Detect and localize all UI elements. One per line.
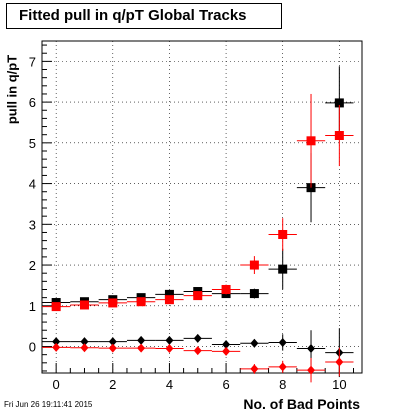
y-tick-label: 6 <box>29 95 36 110</box>
data-point-diamond <box>137 343 146 353</box>
data-point-diamond <box>52 342 61 352</box>
data-point-diamond <box>250 364 259 374</box>
y-tick-label: 7 <box>29 54 36 69</box>
data-point-diamond <box>222 339 231 349</box>
chart-title: Fitted pull in q/pT Global Tracks <box>6 3 282 29</box>
y-tick-label: 5 <box>29 136 36 151</box>
y-axis-title-wrap: pull in q/pT <box>2 46 22 136</box>
timestamp: Fri Jun 26 19:11:41 2015 <box>4 400 93 409</box>
data-point-diamond <box>108 337 117 347</box>
plot-frame <box>41 40 363 374</box>
x-tick-label: 8 <box>279 377 286 392</box>
x-tick-label: 2 <box>109 377 116 392</box>
data-point-diamond <box>80 343 89 353</box>
data-point-diamond <box>278 337 287 347</box>
x-tick-label: 6 <box>222 377 229 392</box>
data-point-square <box>334 131 344 141</box>
y-tick-label: 1 <box>29 299 36 314</box>
data-point-square <box>278 229 288 239</box>
data-point-square <box>51 302 61 312</box>
data-point-diamond <box>307 365 316 375</box>
data-point-square <box>249 260 259 270</box>
y-axis-title: pull in q/pT <box>4 54 20 125</box>
y-tick-label: 0 <box>29 340 36 355</box>
x-tick-label: 0 <box>53 377 60 392</box>
data-point-square <box>136 297 146 307</box>
data-point-diamond <box>307 344 316 354</box>
data-point-diamond <box>137 335 146 345</box>
data-point-diamond <box>278 362 287 372</box>
y-tick-label: 3 <box>29 217 36 232</box>
data-point-diamond <box>165 344 174 354</box>
y-tick-label: 2 <box>29 258 36 273</box>
data-point-square <box>249 289 259 299</box>
data-point-diamond <box>80 337 89 347</box>
data-point-square <box>193 291 203 301</box>
data-point-square <box>334 98 344 108</box>
data-point-square <box>108 298 118 308</box>
data-point-diamond <box>193 346 202 356</box>
data-point-square <box>221 284 231 294</box>
data-point-diamond <box>165 335 174 345</box>
data-point-diamond <box>335 357 344 367</box>
data-point-diamond <box>193 333 202 343</box>
data-point-square <box>164 289 174 299</box>
data-point-diamond <box>250 338 259 348</box>
data-point-diamond <box>52 337 61 347</box>
x-tick-label: 10 <box>332 377 346 392</box>
y-tick-label: 4 <box>29 177 36 192</box>
data-point-square <box>79 300 89 310</box>
x-tick-label: 4 <box>166 377 173 392</box>
data-point-diamond <box>222 346 231 356</box>
x-axis-title: No. of Bad Points <box>243 396 360 412</box>
data-point-square <box>278 264 288 274</box>
data-point-square <box>164 295 174 305</box>
data-point-diamond <box>108 343 117 353</box>
data-point-square <box>306 136 316 146</box>
